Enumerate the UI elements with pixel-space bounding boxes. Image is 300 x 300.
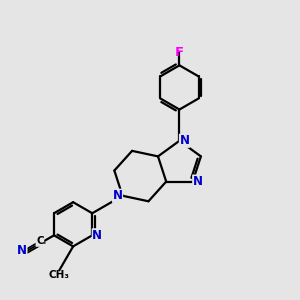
Text: C: C bbox=[36, 236, 44, 246]
Text: N: N bbox=[193, 175, 203, 188]
Text: CH₃: CH₃ bbox=[49, 270, 70, 280]
Text: N: N bbox=[112, 189, 122, 202]
Text: N: N bbox=[92, 229, 102, 242]
Text: N: N bbox=[17, 244, 27, 257]
Text: F: F bbox=[175, 46, 184, 59]
Text: N: N bbox=[179, 134, 189, 147]
